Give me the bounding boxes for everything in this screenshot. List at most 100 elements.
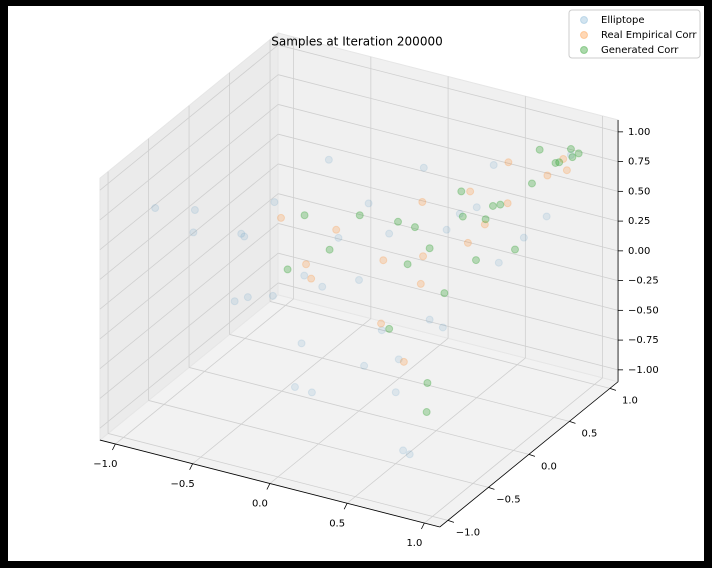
point <box>440 289 449 298</box>
point <box>190 206 199 214</box>
point <box>559 154 568 163</box>
y-tick-label: −0.5 <box>496 494 520 505</box>
point <box>379 256 388 265</box>
point <box>377 319 386 328</box>
grid-line <box>278 223 619 311</box>
point <box>438 323 447 332</box>
point <box>283 265 292 274</box>
point <box>332 225 341 234</box>
point <box>511 245 519 254</box>
legend-marker <box>580 16 588 24</box>
point <box>399 357 408 366</box>
point <box>243 293 252 302</box>
grid-line <box>107 433 449 521</box>
grid-line <box>269 301 611 389</box>
point <box>364 199 373 208</box>
point <box>307 274 316 283</box>
point <box>519 233 528 242</box>
point <box>455 209 464 218</box>
x-tick <box>112 443 116 451</box>
x-tick <box>421 522 425 530</box>
point <box>555 158 564 167</box>
point <box>240 232 249 241</box>
point <box>425 244 434 253</box>
grid-line <box>99 133 279 280</box>
x-tick <box>266 483 271 490</box>
point <box>394 355 403 364</box>
point <box>527 179 536 188</box>
point <box>151 204 160 212</box>
grid-line <box>99 252 279 399</box>
z-tick-label: 0.50 <box>628 186 650 197</box>
point <box>442 225 451 234</box>
point <box>268 291 277 300</box>
point <box>230 297 239 306</box>
x-tick <box>343 503 348 510</box>
point <box>334 233 343 242</box>
point <box>480 220 489 229</box>
point <box>355 276 363 284</box>
plot-area: −1.0 −0.5 0.0 0.5 1.0 −1.0 −0.5 0.0 0.5 1.0 −1.00 −… <box>93 31 659 549</box>
z-tick-label: −1.00 <box>628 365 659 376</box>
x-tick-label: 0.0 <box>252 499 268 510</box>
point <box>542 212 551 221</box>
grid-line <box>99 163 279 310</box>
point <box>496 200 505 209</box>
y-tick-label: 0.5 <box>581 428 597 439</box>
point <box>302 260 311 269</box>
point <box>297 339 306 348</box>
z-tick-label: 0.75 <box>628 157 650 168</box>
point <box>489 161 498 169</box>
point <box>394 217 402 226</box>
x-tick-label: 1.0 <box>406 538 422 549</box>
x-tick-label: 0.5 <box>329 518 345 529</box>
point <box>405 450 414 459</box>
point <box>290 383 299 392</box>
point <box>399 446 408 455</box>
y-tick <box>609 387 617 391</box>
point <box>423 379 432 387</box>
point <box>355 211 364 220</box>
point <box>410 223 419 232</box>
point <box>324 155 333 164</box>
point <box>481 215 490 224</box>
point <box>391 388 400 397</box>
legend-label: Real Empirical Corr <box>601 30 697 41</box>
y-axis-line <box>439 381 619 528</box>
point <box>457 187 466 196</box>
point <box>300 271 309 280</box>
point <box>300 211 309 220</box>
point <box>466 187 475 196</box>
y-tick <box>488 486 495 490</box>
point <box>566 145 575 154</box>
point <box>551 158 560 167</box>
z-tick-label: 1.00 <box>628 127 650 138</box>
point <box>307 388 316 397</box>
point <box>277 213 285 222</box>
grid-line <box>99 104 279 250</box>
x-tick <box>189 463 194 470</box>
grid-line <box>278 133 619 222</box>
grid-line <box>278 193 619 281</box>
y-tick-label: −1.0 <box>456 527 480 538</box>
grid-line <box>99 282 279 429</box>
point <box>494 258 503 267</box>
z-tick-label: −0.50 <box>628 305 659 316</box>
point <box>377 326 386 335</box>
point <box>419 163 428 172</box>
grid-line <box>278 74 619 162</box>
point <box>270 198 279 207</box>
point <box>419 252 428 261</box>
grid-line <box>148 400 489 488</box>
grid-line <box>278 282 619 371</box>
point <box>325 245 334 254</box>
y-tick-label: 0.0 <box>541 461 557 472</box>
point <box>385 229 394 238</box>
point <box>574 149 583 158</box>
point <box>416 279 425 288</box>
legend-label: Elliptope <box>601 15 645 26</box>
legend: Elliptope Real Empirical Corr Generated Co… <box>568 9 701 59</box>
grid-line <box>99 193 279 340</box>
